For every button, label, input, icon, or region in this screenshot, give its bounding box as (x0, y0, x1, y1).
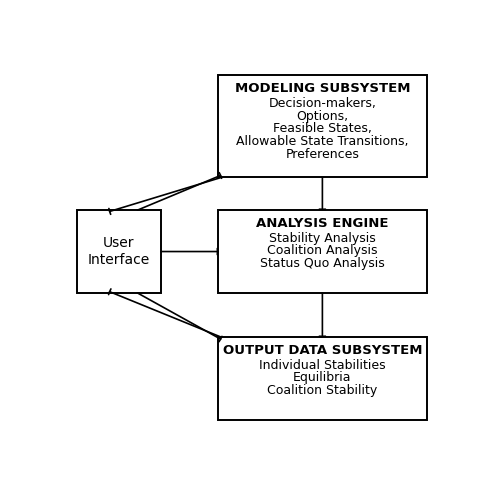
Bar (77, 210, 161, 293)
Text: OUTPUT DATA SUBSYSTEM: OUTPUT DATA SUBSYSTEM (223, 344, 422, 357)
Text: Equilibria: Equilibria (293, 372, 352, 384)
Text: Allowable State Transitions,: Allowable State Transitions, (236, 135, 409, 148)
Text: Stability Analysis: Stability Analysis (269, 232, 376, 244)
Text: Status Quo Analysis: Status Quo Analysis (260, 257, 385, 270)
Text: Decision-makers,: Decision-makers, (269, 97, 376, 110)
Bar (218, 337, 426, 420)
Text: Options,: Options, (296, 110, 349, 122)
Text: Preferences: Preferences (285, 148, 359, 161)
Text: Feasible States,: Feasible States, (273, 122, 372, 136)
Bar (218, 76, 426, 178)
Text: Individual Stabilities: Individual Stabilities (259, 359, 386, 372)
Text: MODELING SUBSYSTEM: MODELING SUBSYSTEM (235, 82, 410, 96)
Text: Coalition Analysis: Coalition Analysis (267, 244, 378, 258)
Text: Coalition Stability: Coalition Stability (267, 384, 378, 397)
Text: User
Interface: User Interface (88, 236, 150, 266)
Text: ANALYSIS ENGINE: ANALYSIS ENGINE (256, 217, 388, 230)
Bar (218, 210, 426, 293)
